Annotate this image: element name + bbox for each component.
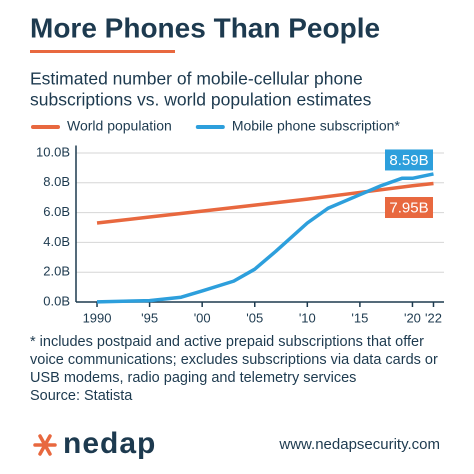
footnote: * includes postpaid and active prepaid s… xyxy=(30,334,438,386)
y-tick-label: 0.0B xyxy=(43,293,70,308)
x-tick-label: '00 xyxy=(194,310,211,325)
footer: nedap www.nedapsecurity.com xyxy=(33,427,440,460)
value-label: 7.95B xyxy=(389,199,428,216)
legend-label: World population xyxy=(67,118,172,134)
footnote-block: * includes postpaid and active prepaid s… xyxy=(30,333,450,405)
series-line xyxy=(96,181,434,225)
logo-icon xyxy=(33,434,57,456)
subtitle: Estimated number of mobile-cellular phon… xyxy=(30,69,363,89)
x-tick-label: '95 xyxy=(141,310,158,325)
series-line xyxy=(96,172,434,304)
url[interactable]: www.nedapsecurity.com xyxy=(278,436,440,453)
x-tick-label: '20 xyxy=(404,310,421,325)
chart-title: More Phones Than People xyxy=(30,12,380,43)
value-label: 8.59B xyxy=(389,152,428,169)
source: Source: Statista xyxy=(30,388,133,404)
y-tick-label: 6.0B xyxy=(43,204,70,219)
x-tick-label: '05 xyxy=(246,310,263,325)
subtitle: subscriptions vs. world population estim… xyxy=(30,90,372,110)
y-tick-label: 8.0B xyxy=(43,174,70,189)
title-underline xyxy=(30,50,175,53)
y-tick-label: 4.0B xyxy=(43,234,70,249)
x-tick-label: '15 xyxy=(351,310,368,325)
x-tick-label: '22 xyxy=(425,310,442,325)
y-tick-label: 2.0B xyxy=(43,264,70,279)
legend-label: Mobile phone subscription* xyxy=(232,118,401,134)
x-tick-label: '10 xyxy=(299,310,316,325)
x-tick-label: 1990 xyxy=(83,310,112,325)
y-tick-label: 10.0B xyxy=(36,144,70,159)
value-label-box xyxy=(385,197,433,219)
value-label-box xyxy=(385,149,433,171)
logo-text: nedap xyxy=(63,427,156,460)
